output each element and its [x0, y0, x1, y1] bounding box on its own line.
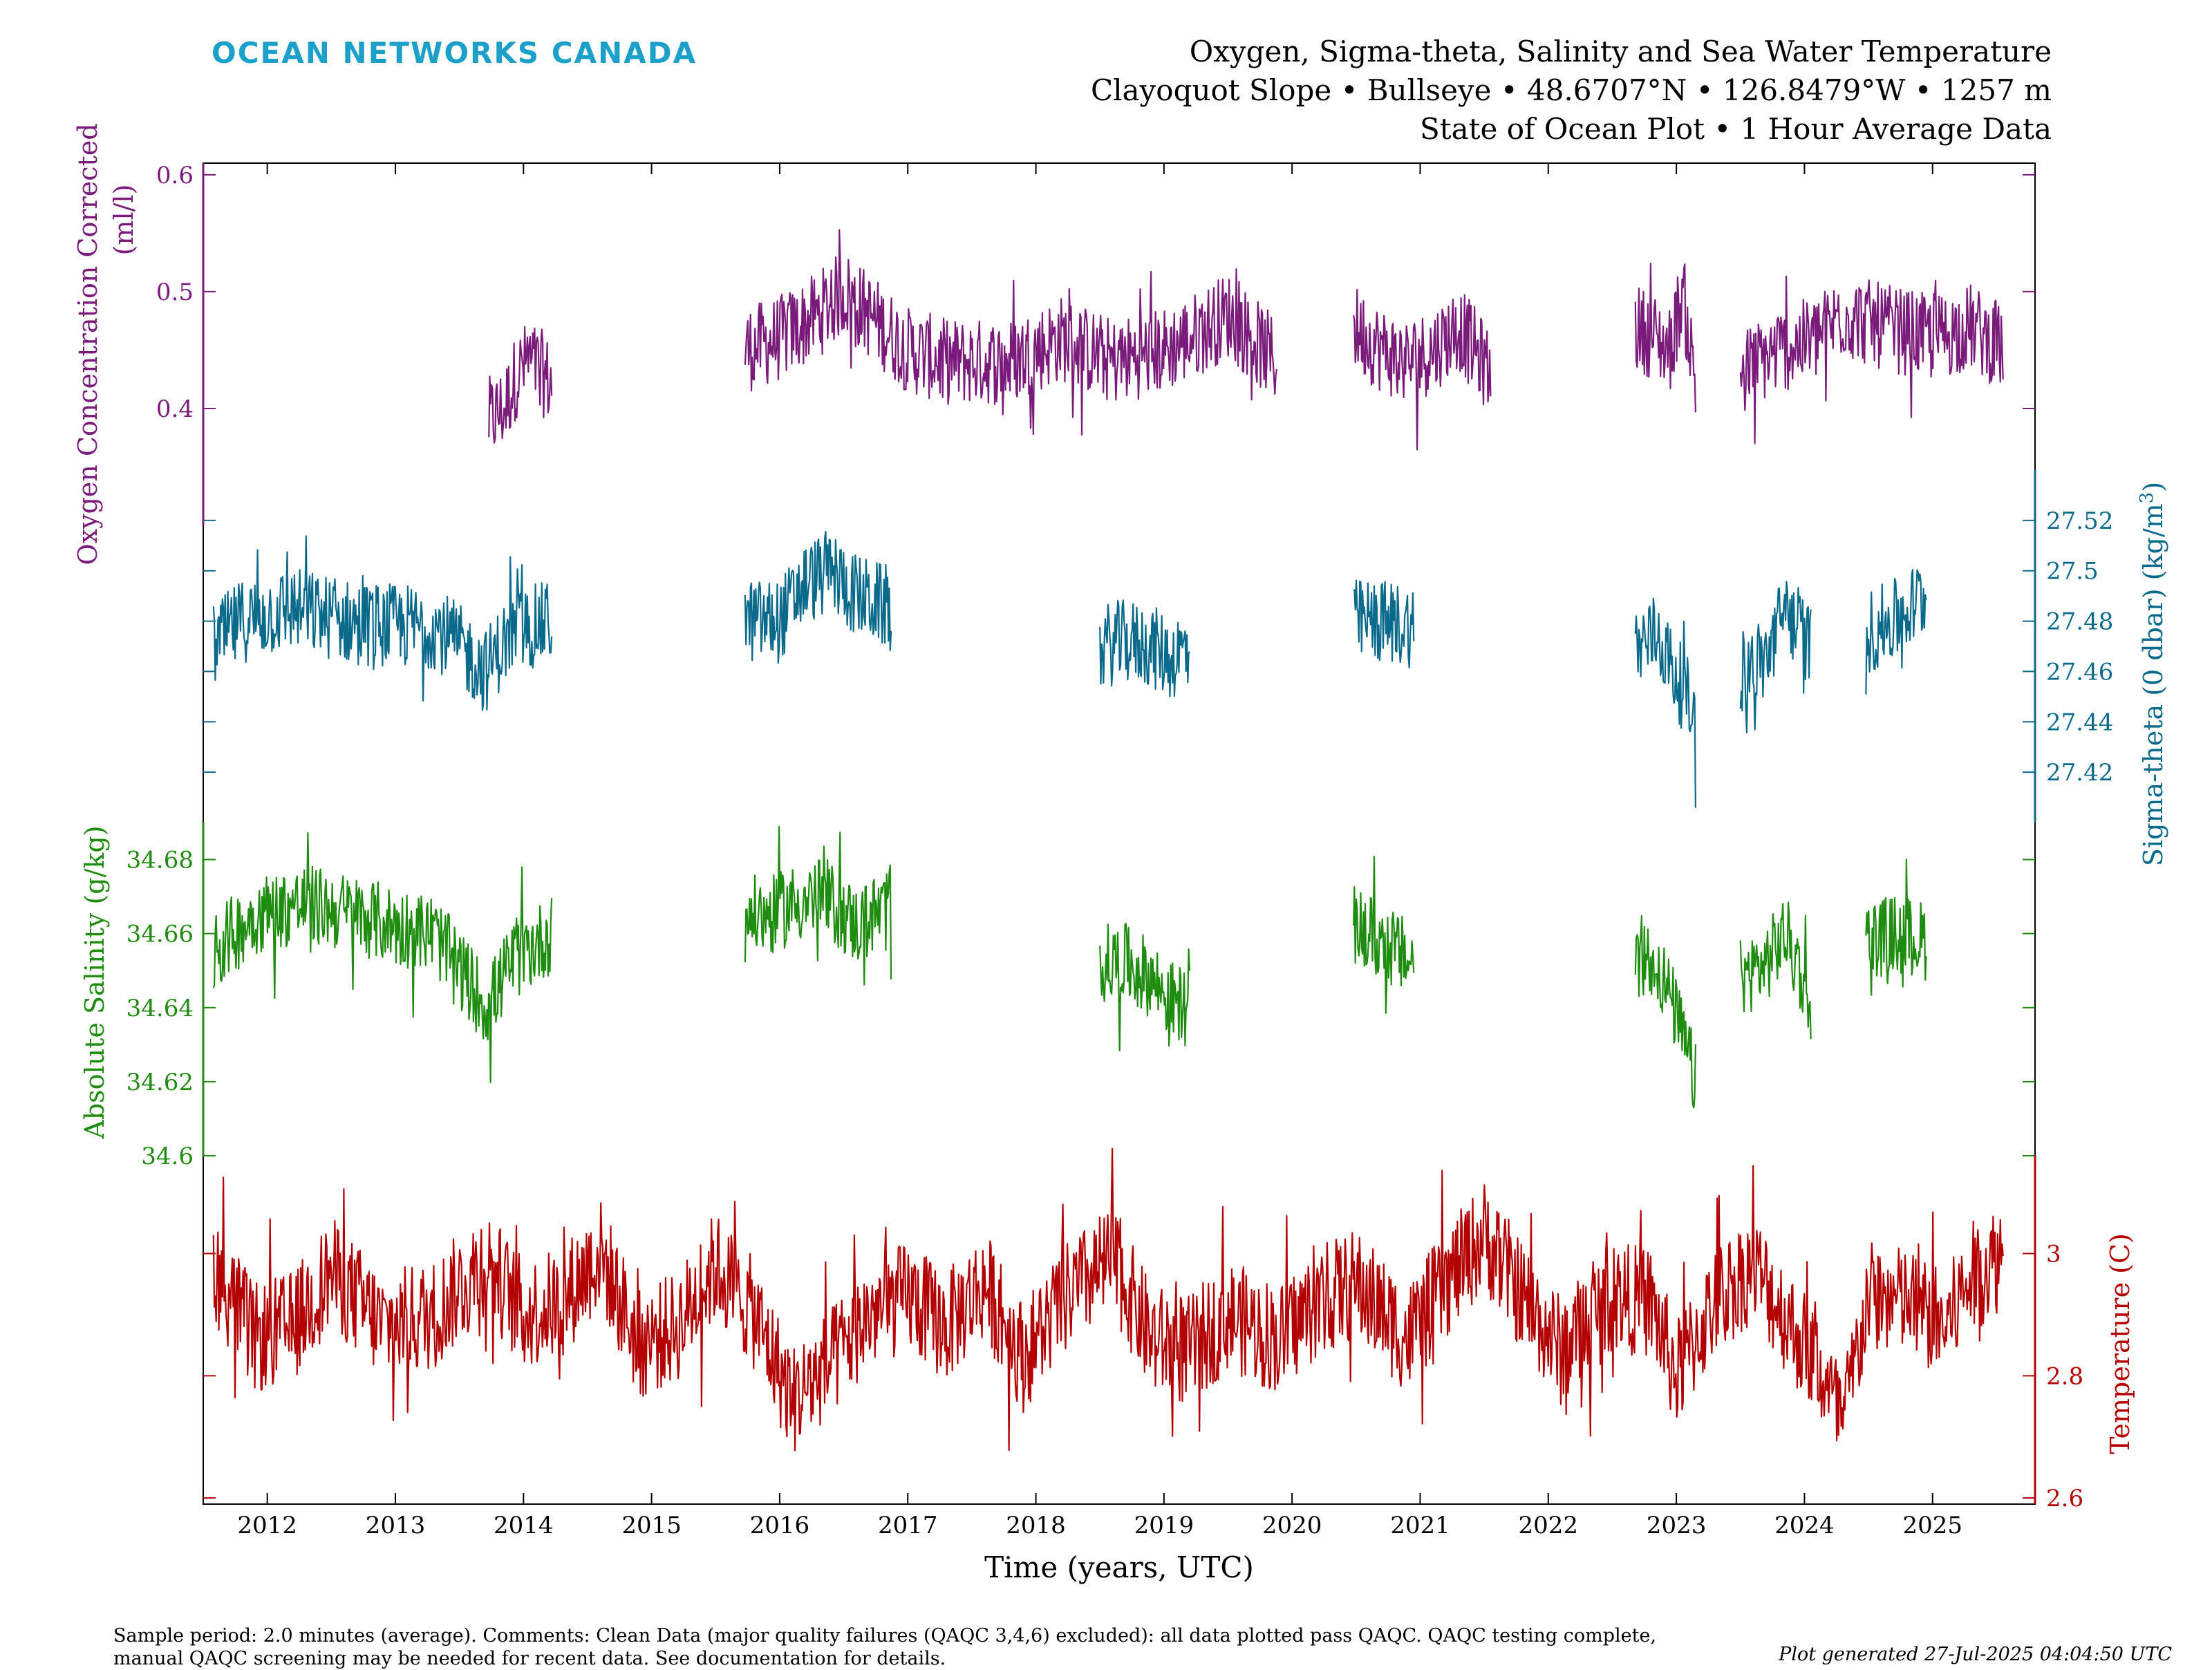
temperature-axis-label: Temperature (C) — [2105, 1233, 2135, 1454]
temperature-y-tick-label: 3 — [2046, 1240, 2061, 1268]
x-tick-label: 2022 — [1519, 1512, 1579, 1539]
salinity-y-tick-label: 34.64 — [126, 995, 194, 1022]
salinity-series-segment-1 — [744, 825, 892, 986]
oxygen-axis-label-line1: Oxygen Concentration Corrected — [73, 123, 103, 565]
oxygen-y-tick-label: 0.4 — [156, 395, 194, 423]
x-tick-label: 2016 — [750, 1512, 810, 1539]
panel-oxygen: 0.4 0.5 0.6 Oxygen Concentration Corrected(… — [73, 123, 2035, 565]
oxygen-series-segment-0 — [488, 326, 553, 444]
sigma-series-segment-4 — [1634, 597, 1696, 808]
salinity-series-segment-6 — [1865, 859, 1927, 996]
panel-sigma: 27.42 27.44 27.46 27.48 27.5 27.52 Sigma-theta… — [203, 470, 2168, 866]
salinity-series-segment-4 — [1634, 914, 1696, 1109]
salinity-series-segment-2 — [1099, 923, 1190, 1051]
x-tick-label: 2017 — [878, 1512, 938, 1539]
x-tick-label: 2024 — [1774, 1512, 1835, 1539]
plot-title-line2: Clayoquot Slope • Bullseye • 48.6707°N •… — [1090, 73, 2052, 107]
plot-generated-timestamp: Plot generated 27-Jul-2025 04:04:50 UTC — [1779, 1644, 2172, 1665]
salinity-series-segment-0 — [212, 832, 553, 1083]
x-tick-label: 2014 — [494, 1512, 554, 1539]
x-tick-label: 2015 — [621, 1512, 682, 1539]
salinity-y-tick-label: 34.62 — [126, 1069, 194, 1096]
salinity-series-segment-5 — [1739, 901, 1812, 1040]
chart: 2012 2013 2014 2015 2016 2017 2018 2019 2020 2021… — [73, 123, 2168, 1584]
oxygen-axis-label-line2: (ml/l) — [109, 185, 139, 256]
sigma-y-tick-label: 27.48 — [2046, 608, 2113, 636]
salinity-y-tick-label: 34.66 — [126, 921, 194, 948]
sigma-y-tick-label: 27.5 — [2046, 558, 2099, 585]
sigma-series-segment-1 — [744, 530, 892, 664]
x-tick-label: 2023 — [1647, 1512, 1707, 1539]
plot-title-line3: State of Ocean Plot • 1 Hour Average Dat… — [1419, 112, 2052, 146]
oxygen-series-segment-2 — [1353, 288, 1492, 451]
brand-logo-text: OCEAN NETWORKS CANADA — [212, 36, 697, 70]
x-axis: 2012 2013 2014 2015 2016 2017 2018 2019 2020 2021… — [237, 163, 1962, 1539]
footer-comments: Sample period: 2.0 minutes (average). Co… — [113, 1624, 1772, 1670]
temperature-series-segment-0 — [212, 1147, 2004, 1452]
temperature-y-tick-label: 2.8 — [2046, 1362, 2083, 1390]
oxygen-series-segment-4 — [1739, 275, 2004, 444]
salinity-y-tick-label: 34.68 — [126, 847, 194, 874]
x-axis-label: Time (years, UTC) — [984, 1550, 1254, 1584]
x-tick-label: 2021 — [1390, 1512, 1450, 1539]
panels: 0.4 0.5 0.6 Oxygen Concentration Corrected(… — [73, 123, 2168, 1512]
x-tick-label: 2025 — [1902, 1512, 1962, 1539]
sigma-y-tick-label: 27.44 — [2046, 709, 2113, 736]
sigma-series-segment-5 — [1739, 581, 1812, 733]
x-tick-label: 2020 — [1262, 1512, 1322, 1539]
sigma-axis-label-end: ) — [2138, 482, 2168, 492]
panel-temperature: 2.6 2.8 3 Temperature (C) — [203, 1147, 2135, 1512]
sigma-series-segment-3 — [1353, 579, 1415, 668]
sigma-series-segment-2 — [1099, 599, 1190, 697]
panel-salinity: 34.6 34.62 34.64 34.66 34.68 Absolute Salinit… — [79, 823, 2035, 1170]
footer-comment-line1: Sample period: 2.0 minutes (average). Co… — [113, 1625, 1657, 1646]
salinity-y-tick-label: 34.6 — [141, 1143, 194, 1170]
oxygen-series-segment-1 — [744, 229, 1277, 436]
plot-title-line1: Oxygen, Sigma-theta, Salinity and Sea Wa… — [1189, 35, 2052, 68]
salinity-axis-label: Absolute Salinity (g/kg) — [79, 825, 110, 1139]
oxygen-series-segment-3 — [1634, 263, 1696, 413]
x-tick-label: 2018 — [1006, 1512, 1066, 1539]
sigma-axis-label: Sigma-theta (0 dbar) (kg/m3) — [2137, 482, 2168, 866]
temperature-y-tick-label: 2.6 — [2046, 1485, 2083, 1512]
x-tick-label: 2012 — [237, 1512, 297, 1539]
sigma-y-tick-label: 27.46 — [2046, 658, 2113, 686]
x-tick-label: 2013 — [366, 1512, 426, 1539]
oxygen-y-tick-label: 0.5 — [156, 279, 194, 306]
salinity-series-segment-3 — [1353, 856, 1415, 1014]
sigma-series-segment-0 — [212, 535, 553, 711]
x-tick-label: 2019 — [1134, 1512, 1194, 1539]
sigma-y-tick-label: 27.42 — [2046, 759, 2113, 787]
sigma-axis-label-main: Sigma-theta (0 dbar) (kg/m — [2138, 503, 2168, 866]
sigma-y-tick-label: 27.52 — [2046, 507, 2113, 535]
sigma-axis-label-sup: 3 — [2137, 492, 2157, 504]
sigma-series-segment-6 — [1865, 568, 1927, 695]
oxygen-y-tick-label: 0.6 — [156, 162, 194, 189]
